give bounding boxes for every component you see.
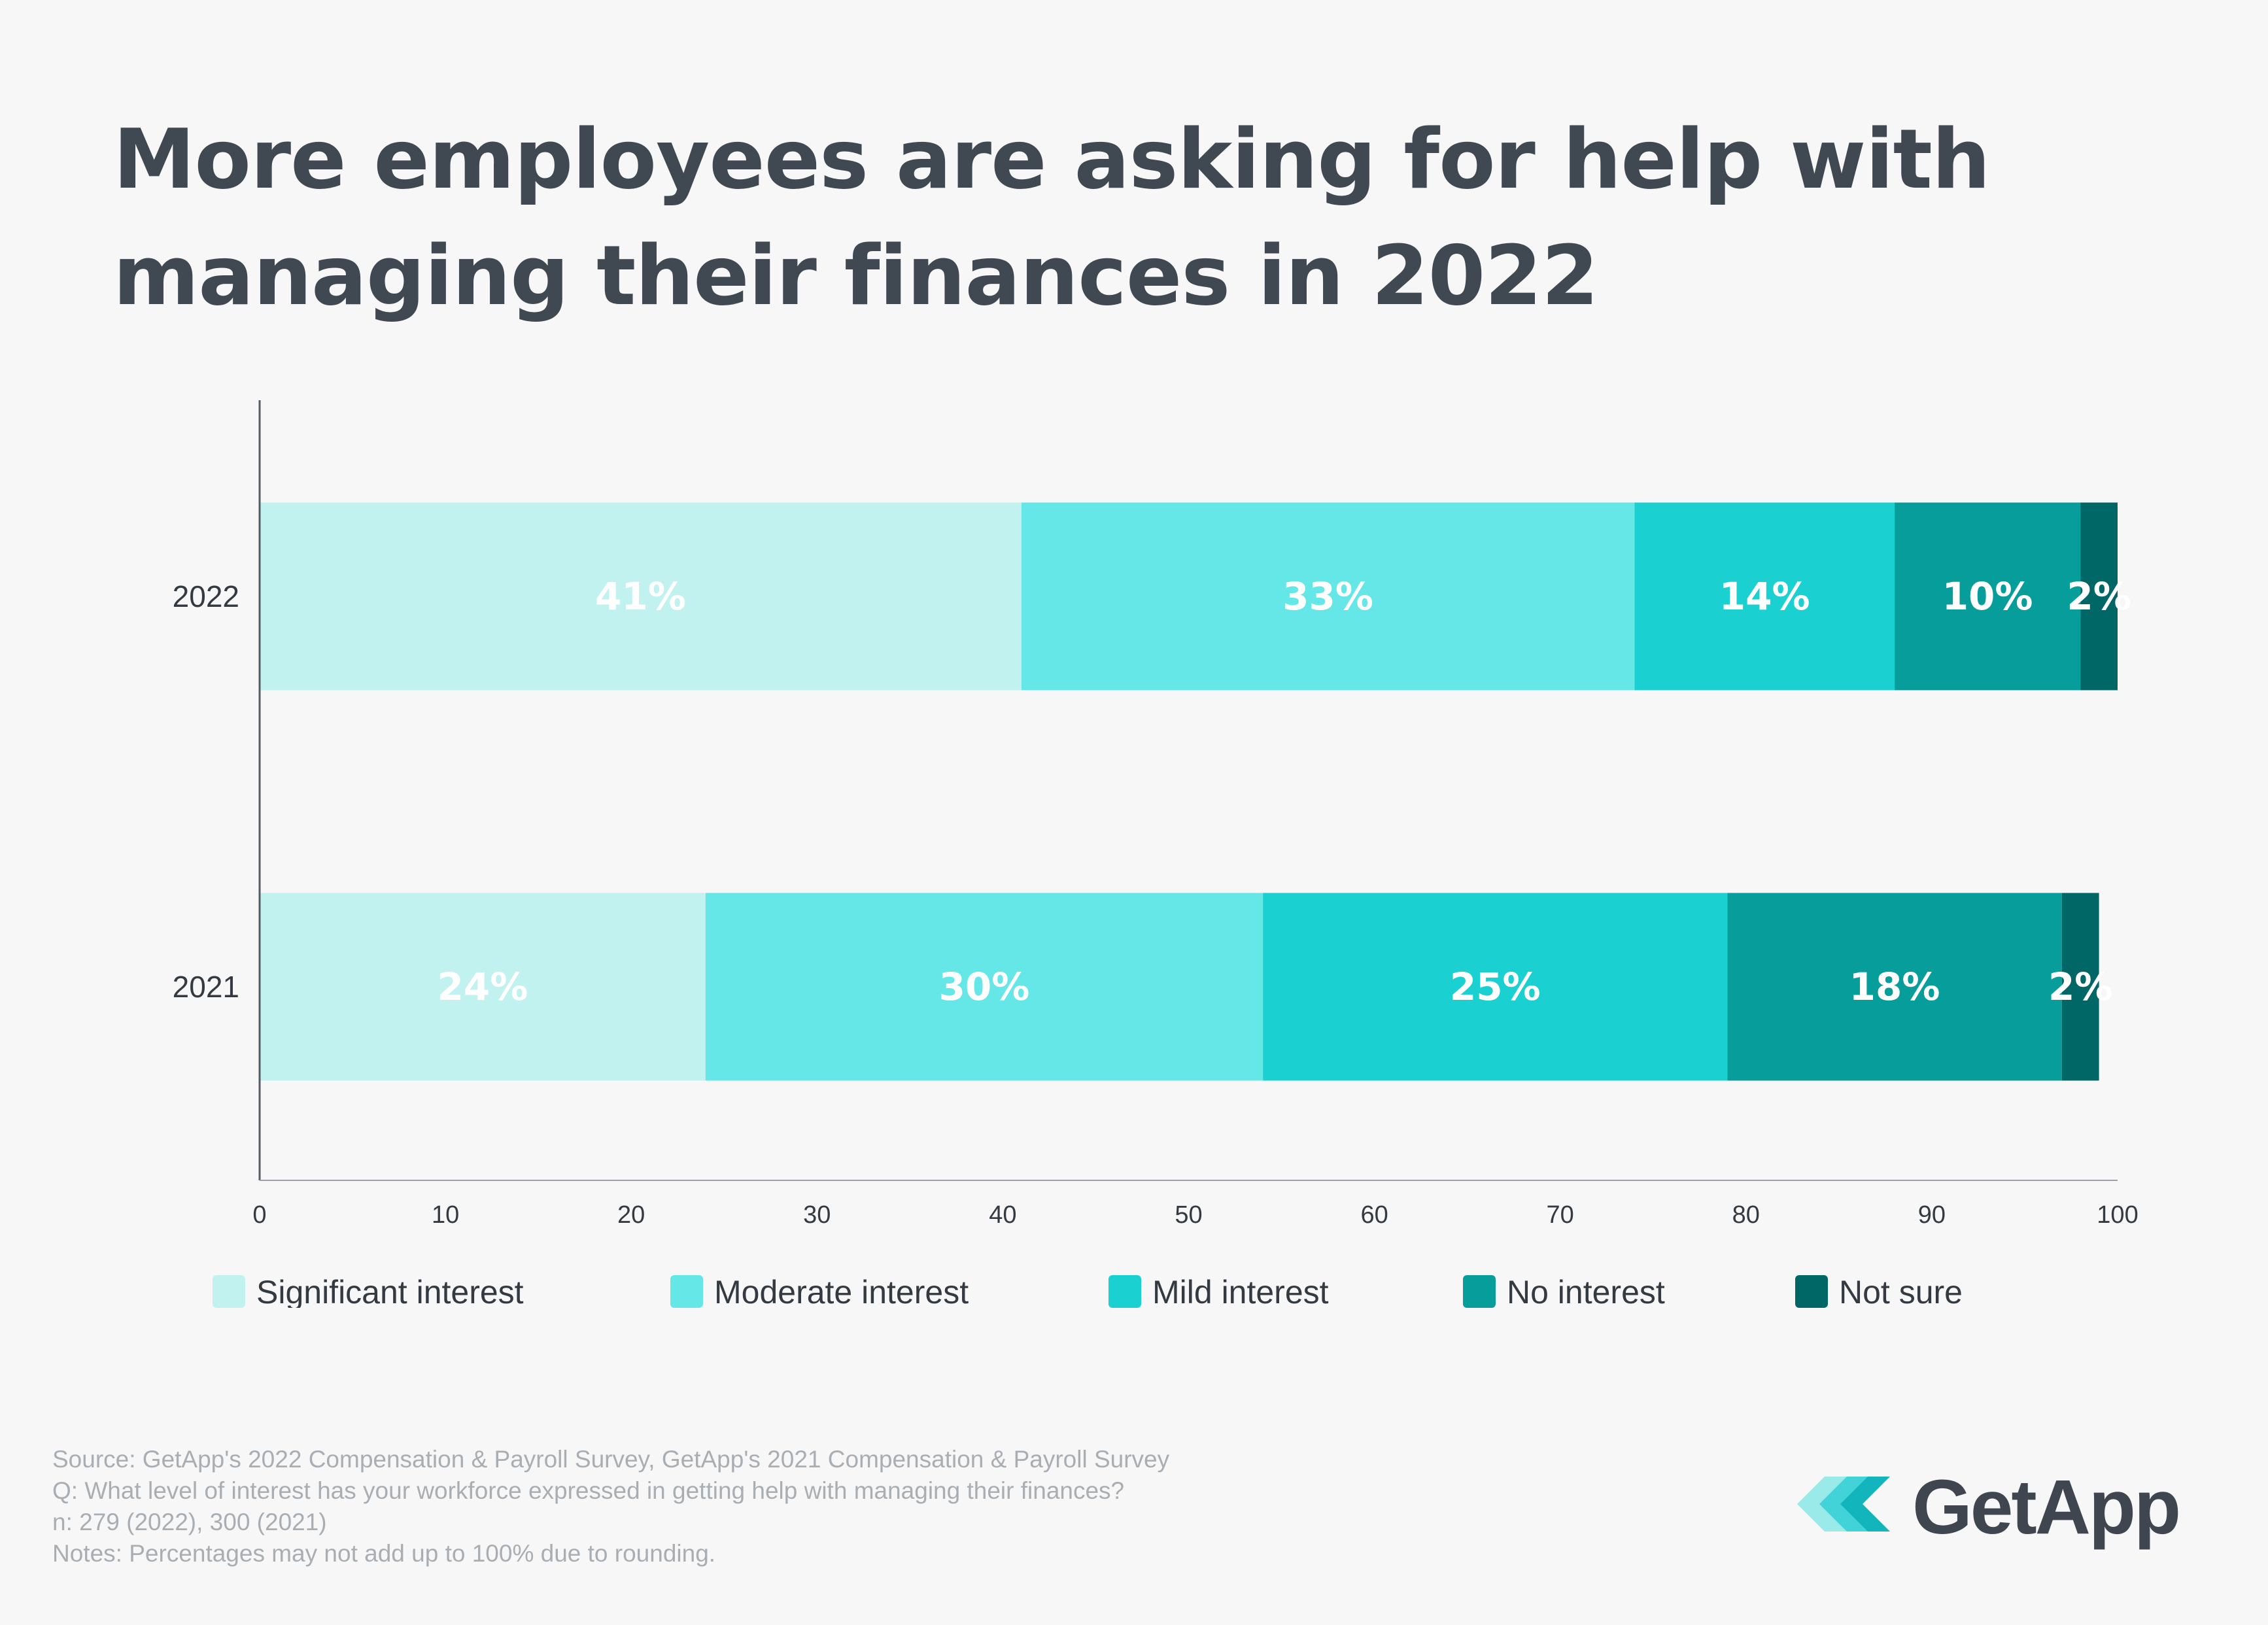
chart-title-line-2: managing their finances in 2022 <box>113 228 1599 324</box>
data-label-2021-mild-interest: 25% <box>1450 965 1541 1009</box>
chart-notes: Source: GetApp's 2022 Compensation & Pay… <box>52 1444 1169 1569</box>
question-note: Q: What level of interest has your workf… <box>52 1477 1125 1504</box>
bar-2021-no-interest <box>1727 893 2062 1081</box>
data-label-2022-significant-interest: 41% <box>595 574 686 619</box>
x-tick-label-70: 70 <box>1547 1201 1574 1229</box>
getapp-logo-text: GetApp <box>1912 1464 2181 1550</box>
bar-2021-significant-interest <box>260 893 706 1081</box>
legend-label-not-sure: Not sure <box>1839 1274 1963 1308</box>
sample-size-note: n: 279 (2022), 300 (2021) <box>52 1509 327 1535</box>
bar-2021-moderate-interest <box>705 893 1263 1081</box>
data-label-2022-mild-interest: 14% <box>1719 574 1810 619</box>
stacked-bar-chart: 41% 33% 14% 10% 2% 2022 24% 30% 25% 18% 2% 2021 0 10 2… <box>173 400 2139 1308</box>
x-tick-label-50: 50 <box>1175 1201 1202 1229</box>
data-label-2022-moderate-interest: 33% <box>1282 574 1373 619</box>
data-label-2021-significant-interest: 24% <box>438 965 528 1009</box>
getapp-logo: GetApp <box>1797 1462 2181 1550</box>
y-tick-label-2022: 2022 <box>173 579 239 613</box>
bar-2022-not-sure <box>2080 502 2118 691</box>
x-tick-label-100: 100 <box>2097 1201 2138 1229</box>
x-tick-label-60: 60 <box>1360 1201 1388 1229</box>
x-tick-label-0: 0 <box>252 1201 266 1229</box>
data-label-2022-not-sure: 2% <box>2067 574 2131 619</box>
chart-title-line-1: More employees are asking for help with <box>113 111 1991 207</box>
legend-swatch-moderate-interest <box>670 1275 703 1308</box>
legend-label-mild-interest: Mild interest <box>1152 1274 1329 1308</box>
x-tick-label-90: 90 <box>1918 1201 1946 1229</box>
legend-label-no-interest: No interest <box>1507 1274 1665 1308</box>
chart-title: More employees are asking for help with … <box>113 101 2075 334</box>
source-note: Source: GetApp's 2022 Compensation & Pay… <box>52 1446 1170 1473</box>
legend-label-significant-interest: Significant interest <box>256 1274 524 1308</box>
bar-2022-moderate-interest <box>1021 502 1635 691</box>
x-tick-label-10: 10 <box>432 1201 459 1229</box>
bar-2022-mild-interest <box>1634 502 1895 691</box>
y-tick-label-2021: 2021 <box>173 970 239 1004</box>
bar-2021-not-sure <box>2061 893 2099 1081</box>
legend-swatch-significant-interest <box>213 1275 245 1308</box>
data-label-2022-no-interest: 10% <box>1942 574 2033 619</box>
legend-swatch-not-sure <box>1795 1275 1828 1308</box>
legend-label-moderate-interest: Moderate interest <box>714 1274 969 1308</box>
bar-2022-significant-interest <box>260 502 1022 691</box>
x-tick-label-30: 30 <box>803 1201 831 1229</box>
data-label-2021-no-interest: 18% <box>1849 965 1940 1009</box>
x-tick-label-80: 80 <box>1732 1201 1760 1229</box>
x-tick-label-20: 20 <box>617 1201 645 1229</box>
rounding-note: Notes: Percentages may not add up to 100… <box>52 1540 716 1567</box>
bar-2022-no-interest <box>1895 502 2081 691</box>
legend-swatch-no-interest <box>1463 1275 1496 1308</box>
data-label-2021-not-sure: 2% <box>2048 965 2112 1009</box>
data-label-2021-moderate-interest: 30% <box>939 965 1030 1009</box>
getapp-chevron-icon <box>1797 1477 1890 1531</box>
bar-2021-mild-interest <box>1263 893 1728 1081</box>
legend-swatch-mild-interest <box>1108 1275 1141 1308</box>
x-tick-label-40: 40 <box>989 1201 1016 1229</box>
